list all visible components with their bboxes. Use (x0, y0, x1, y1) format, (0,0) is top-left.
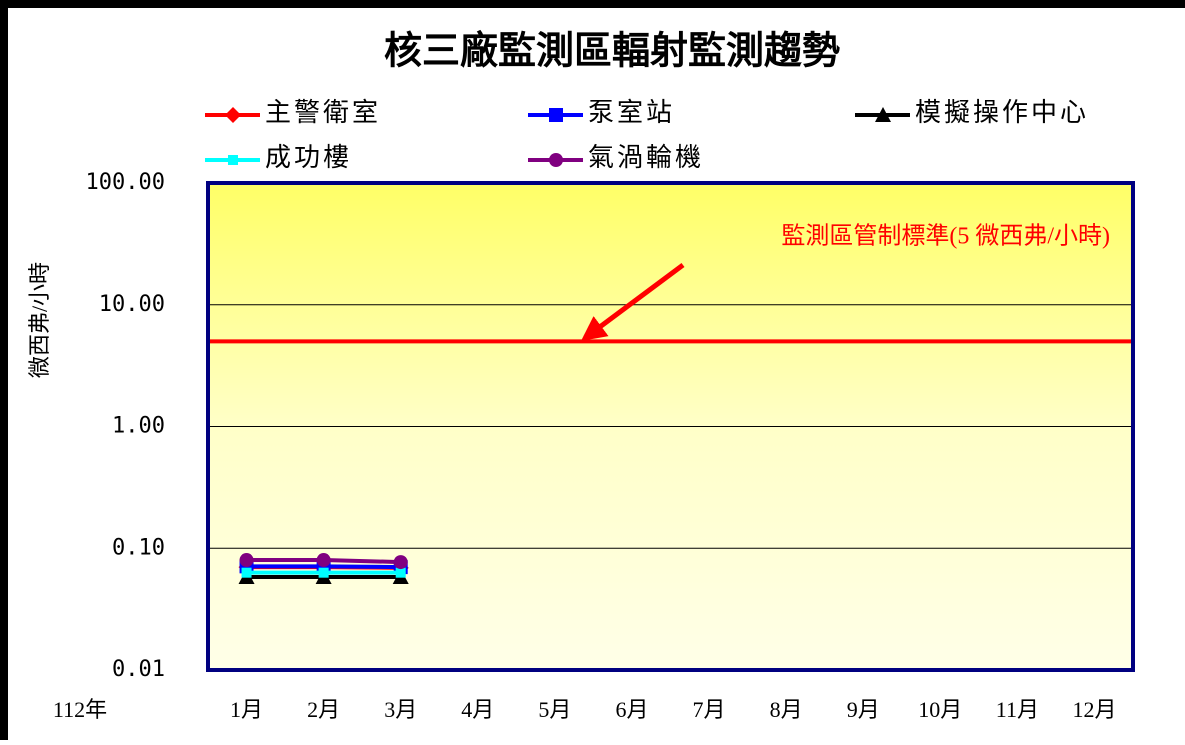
y-tick-label: 1.00 (112, 414, 165, 439)
legend-marker (549, 153, 563, 167)
x-tick-label: 5月 (538, 697, 571, 722)
legend-label: 泵室站 (588, 98, 675, 127)
x-tick-label: 3月 (384, 697, 417, 722)
x-tick-label: 12月 (1072, 697, 1116, 722)
legend-label: 氣渦輪機 (588, 143, 704, 172)
legend-label: 模擬操作中心 (915, 98, 1089, 127)
x-tick-label: 6月 (615, 697, 648, 722)
y-tick-label: 0.01 (112, 657, 165, 682)
data-point (241, 567, 252, 578)
x-tick-label: 7月 (693, 697, 726, 722)
y-axis-label: 微西弗/小時 (27, 262, 52, 378)
x-tick-label: 9月 (847, 697, 880, 722)
chart-title: 核三廠監測區輻射監測趨勢 (384, 30, 840, 73)
x-tick-label: 11月 (996, 697, 1039, 722)
y-tick-label: 10.00 (99, 292, 165, 317)
data-point (395, 567, 406, 578)
x-tick-label: 4月 (461, 697, 494, 722)
x-axis-label: 112年 (53, 697, 107, 722)
legend-marker (549, 108, 563, 122)
data-point (239, 553, 254, 568)
legend-marker (875, 107, 891, 122)
x-tick-label: 8月 (770, 697, 803, 722)
y-tick-label: 0.10 (112, 535, 165, 560)
legend-marker (228, 155, 238, 165)
legend-label: 成功樓 (265, 143, 352, 172)
data-point (393, 555, 408, 570)
data-point (316, 553, 331, 568)
y-tick-label: 100.00 (86, 170, 165, 195)
x-tick-label: 10月 (918, 697, 962, 722)
legend-marker (225, 107, 241, 123)
reference-label: 監測區管制標準(5 微西弗/小時) (781, 223, 1110, 250)
data-point (318, 567, 329, 578)
annotation-arrow (580, 262, 685, 341)
legend-label: 主警衛室 (265, 98, 381, 127)
plot-border (206, 181, 1135, 672)
x-tick-label: 1月 (230, 697, 263, 722)
x-tick-label: 2月 (307, 697, 340, 722)
